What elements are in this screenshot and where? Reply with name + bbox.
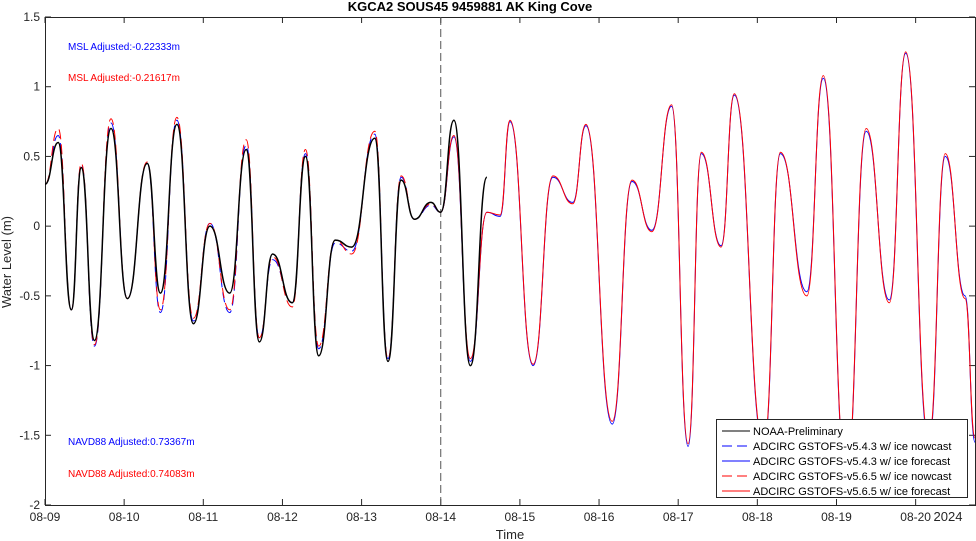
y-tick-label: 0 xyxy=(33,219,40,233)
legend-entry: ADCIRC GSTOFS-v5.6.5 w/ ice nowcast xyxy=(753,471,951,483)
msl-annotation-v565: MSL Adjusted:-0.21617m xyxy=(68,73,180,84)
series-line-4 xyxy=(440,51,976,475)
y-axis: 1.5 1 0.5 0 -0.5 -1 -1.5 -2 xyxy=(19,10,975,512)
navd88-annotation-v543: NAVD88 Adjusted:0.73367m xyxy=(68,437,195,448)
x-tick-label: 08-20 xyxy=(900,510,931,524)
y-tick-label: 1.5 xyxy=(23,10,40,24)
y-tick-label: -1 xyxy=(29,359,40,373)
legend: NOAA-Preliminary ADCIRC GSTOFS-v5.4.3 w/ … xyxy=(716,419,968,498)
x-tick-label: 08-10 xyxy=(109,510,140,524)
legend-entry: ADCIRC GSTOFS-v5.6.5 w/ ice forecast xyxy=(753,486,950,498)
msl-annotation-v543: MSL Adjusted:-0.22333m xyxy=(68,42,180,53)
series-line-0 xyxy=(44,119,488,367)
x-axis-label: Time xyxy=(496,527,524,541)
x-tick-label: 08-12 xyxy=(267,510,298,524)
y-tick-label: -1.5 xyxy=(19,428,40,442)
legend-entry: ADCIRC GSTOFS-v5.4.3 w/ ice forecast xyxy=(753,456,950,468)
series-line-3 xyxy=(44,116,441,360)
year-label: 2024 xyxy=(934,509,963,524)
y-tick-label: 0.5 xyxy=(23,149,40,163)
legend-box xyxy=(716,419,968,498)
x-tick-label: 08-11 xyxy=(188,510,218,524)
y-axis-label: Water Level (m) xyxy=(0,216,14,308)
y-tick-label: -2 xyxy=(29,498,40,512)
x-tick-label: 08-09 xyxy=(30,510,61,524)
x-axis: 08-09 08-10 08-11 08-12 08-13 08-14 08-15 08-16… xyxy=(30,17,931,524)
legend-entry: ADCIRC GSTOFS-v5.4.3 w/ ice nowcast xyxy=(753,441,951,453)
navd88-annotation-v565: NAVD88 Adjusted:0.74083m xyxy=(68,469,195,480)
x-tick-label: 08-16 xyxy=(584,510,615,524)
x-tick-label: 08-15 xyxy=(505,510,536,524)
x-tick-label: 08-18 xyxy=(742,510,773,524)
x-tick-label: 08-13 xyxy=(346,510,377,524)
y-tick-label: 1 xyxy=(33,80,40,94)
x-tick-label: 08-14 xyxy=(425,510,456,524)
chart-title: KGCA2 SOUS45 9459881 AK King Cove xyxy=(348,0,592,14)
x-tick-label: 08-17 xyxy=(663,510,694,524)
legend-entry: NOAA-Preliminary xyxy=(753,426,843,438)
series-layer xyxy=(44,51,976,478)
y-tick-label: -0.5 xyxy=(19,289,40,303)
x-tick-label: 08-19 xyxy=(821,510,852,524)
